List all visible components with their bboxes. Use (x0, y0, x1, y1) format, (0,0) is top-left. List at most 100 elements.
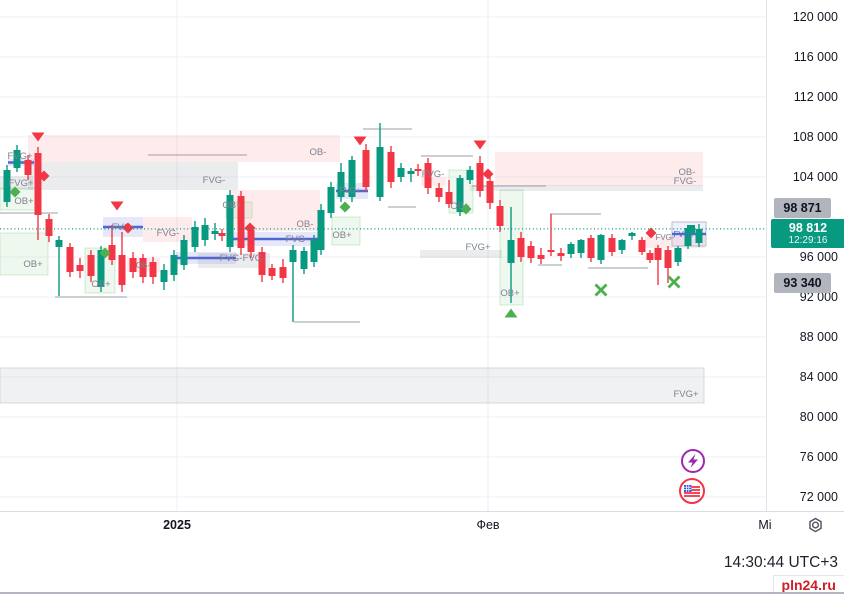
price-tick-label: 88 000 (799, 330, 838, 344)
candle (407, 171, 415, 174)
price-tick-label: 120 000 (792, 10, 838, 24)
candle (547, 250, 555, 252)
red-diamond-icon[interactable] (38, 170, 50, 182)
price-tick-label: 96 000 (799, 250, 838, 264)
time-axis[interactable]: 2025 Фев Мi (0, 511, 844, 540)
green-diamond-icon[interactable] (9, 186, 21, 198)
candle (55, 240, 63, 247)
candle (684, 228, 692, 246)
candle (258, 252, 266, 275)
zone-gray[interactable] (470, 185, 703, 191)
zone-label: FVG- (286, 234, 309, 245)
price-tick-label: 112 000 (793, 90, 838, 104)
candle (279, 267, 287, 278)
candle (567, 244, 575, 254)
zone-label: FVG- (243, 253, 266, 264)
zone-label: OB+ (222, 200, 242, 211)
candle (414, 169, 422, 171)
candle (424, 163, 432, 188)
candle (435, 188, 443, 197)
zone-gray[interactable] (420, 250, 502, 258)
candle (118, 255, 126, 285)
flag-icon[interactable] (679, 478, 705, 504)
zone-label: FVG- (655, 233, 674, 242)
candle (226, 195, 234, 247)
zone-green[interactable] (0, 232, 49, 276)
candle (34, 153, 42, 215)
candle (201, 225, 209, 240)
zone-gray[interactable] (198, 253, 270, 268)
candle (108, 245, 116, 260)
price-level-tag: 98 871 (774, 198, 831, 218)
candle (654, 248, 662, 260)
green-diamond-icon[interactable] (339, 201, 351, 213)
footer: 14:30:44 UTC+3 pln24.ru (0, 538, 844, 595)
candle (66, 247, 74, 272)
buy-triangle-icon[interactable] (504, 308, 518, 318)
zone-label: FVG- (157, 228, 180, 239)
gear-icon[interactable] (806, 516, 825, 535)
price-tick-label: 80 000 (799, 410, 838, 424)
x-mark-icon[interactable] (594, 283, 608, 297)
green-diamond-icon[interactable] (460, 203, 472, 215)
red-diamond-icon[interactable] (244, 222, 256, 234)
time-axis-label: Мi (758, 518, 772, 532)
zone-pink[interactable] (495, 152, 703, 186)
zone-label: FVG+ (673, 230, 694, 239)
candle (191, 227, 199, 247)
zone-green[interactable] (331, 216, 361, 246)
last-price-value: 98 812 (788, 221, 828, 235)
candle (664, 250, 672, 268)
candle (218, 233, 226, 236)
zone-pink[interactable] (421, 177, 446, 186)
last-price-tag: 98 812 12:29:16 (771, 219, 844, 248)
zone-label: FVG- (422, 169, 445, 180)
chart-canvas[interactable]: FVG+FVG+OB+OB+OB+FVG-FVG-OB-OB-FVG-OB+OB… (0, 0, 766, 511)
zone-label: FVG- (220, 253, 243, 264)
red-diamond-icon[interactable] (122, 222, 134, 234)
green-diamond-icon[interactable] (99, 247, 111, 259)
zone-band[interactable] (0, 367, 705, 404)
sell-triangle-icon[interactable] (110, 201, 124, 211)
candle (76, 265, 84, 271)
green-square-icon[interactable] (687, 225, 695, 233)
candle (362, 150, 370, 187)
red-diamond-icon[interactable] (482, 168, 494, 180)
price-tick-label: 116 000 (793, 50, 838, 64)
sell-triangle-icon[interactable] (473, 140, 487, 150)
candle (646, 253, 654, 260)
zone-label: FVG+ (7, 151, 33, 162)
candle (674, 248, 682, 262)
lightning-icon[interactable] (681, 449, 705, 473)
candle (289, 250, 297, 262)
candle (139, 258, 147, 277)
time-axis-label: 2025 (163, 518, 191, 532)
candle (45, 219, 53, 236)
zone-gray[interactable] (28, 162, 238, 190)
price-tick-label: 72 000 (799, 490, 838, 504)
zone-label: OB+ (500, 288, 520, 299)
candle (129, 258, 137, 272)
candle (149, 262, 157, 277)
candle (348, 160, 356, 197)
zone-label: FVG- (674, 176, 697, 187)
candle (247, 230, 255, 252)
price-axis[interactable]: 120 000 116 000 112 000 108 000 104 000 96 00… (766, 0, 844, 538)
price-level-tag: 93 340 (774, 273, 831, 293)
zone-label: FVG+ (465, 242, 491, 253)
red-diamond-icon[interactable] (645, 227, 657, 239)
sell-triangle-icon[interactable] (353, 136, 367, 146)
candle (300, 251, 308, 269)
zone-label: OB- (297, 219, 314, 230)
zone-pink[interactable] (28, 135, 340, 162)
candle (160, 270, 168, 282)
candle (638, 240, 646, 252)
candle (3, 170, 11, 202)
candle (24, 160, 32, 175)
sell-triangle-icon[interactable] (31, 132, 45, 142)
candle (237, 196, 245, 248)
utc-clock: 14:30:44 UTC+3 (723, 554, 838, 571)
x-mark-icon[interactable] (667, 275, 681, 289)
candle (628, 233, 636, 236)
zone-pink[interactable] (230, 190, 320, 231)
